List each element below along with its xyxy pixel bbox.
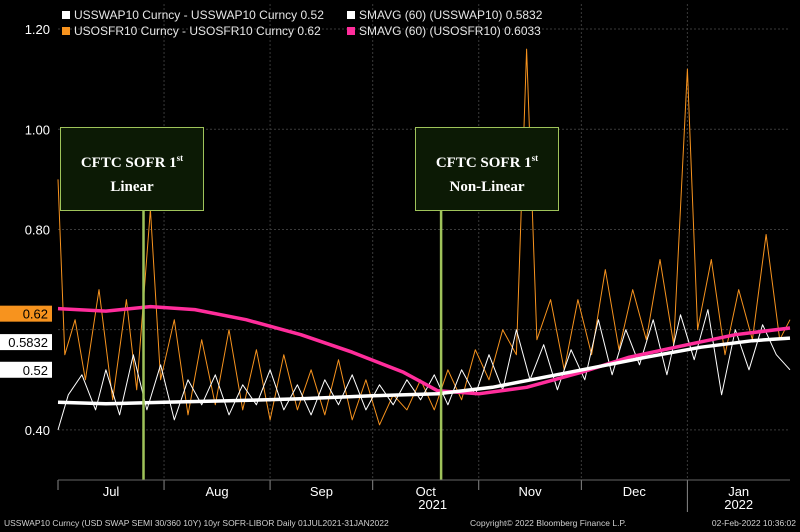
y-tick-label: 1.00 [25, 122, 50, 137]
legend-row: USSWAP10 Curncy - USSWAP10 Curncy 0.52 S… [62, 7, 542, 23]
x-tick-label: Jul [103, 484, 120, 499]
series-line-smavg-60-usosfr10 [57, 304, 791, 396]
footer-timestamp: 02-Feb-2022 10:36:02 [711, 518, 796, 528]
x-tick-label: Oct [416, 484, 437, 499]
value-tag-label: 0.52 [23, 363, 48, 378]
series-line-usswap10-curncy-usswap10-curncy [57, 309, 791, 431]
x-tick-label: Nov [518, 484, 542, 499]
chart-series-layer [57, 48, 791, 431]
x-tick-label: Dec [623, 484, 647, 499]
x-year-label: 2021 [418, 497, 447, 512]
value-tag [0, 334, 52, 351]
callout-subtitle: Non-Linear [449, 179, 525, 195]
chart-legend: USSWAP10 Curncy - USSWAP10 Curncy 0.52 S… [62, 7, 542, 39]
legend-swatch [62, 27, 70, 35]
footer-copyright: Copyright© 2022 Bloomberg Finance L.P. [470, 518, 627, 528]
x-axis: Jul Aug Sep Oct Nov Dec Jan 2021 2022 [57, 479, 790, 512]
legend-swatch [347, 27, 355, 35]
y-axis: 0.40 0.80 1.00 1.20 [25, 22, 50, 438]
x-tick-label: Jan [728, 484, 749, 499]
legend-row: USOSFR10 Curncy - USOSFR10 Curncy 0.62 S… [62, 23, 542, 39]
x-tick-label: Sep [310, 484, 333, 499]
y-tick-label: 0.40 [25, 423, 50, 438]
legend-item-smavg-usswap10: SMAVG (60) (USSWAP10) 0.5832 [347, 7, 542, 23]
legend-swatch [347, 11, 355, 19]
callout-title: CFTC SOFR 1st [80, 153, 184, 171]
callout-non-linear: CFTC SOFR 1st Non-Linear [415, 127, 559, 211]
x-tick-label: Aug [205, 484, 228, 499]
legend-label: SMAVG (60) (USOSFR10) 0.6033 [359, 24, 541, 38]
y-tick-label: 0.80 [25, 222, 50, 237]
value-tag [0, 305, 52, 322]
x-year-label: 2022 [724, 497, 753, 512]
legend-item-smavg-usosfr10: SMAVG (60) (USOSFR10) 0.6033 [347, 23, 541, 39]
y-tick-label: 1.20 [25, 22, 50, 37]
series-line-smavg-60-usswap10 [57, 336, 791, 406]
value-tag [0, 361, 52, 378]
value-tag-label: 0.5832 [8, 335, 48, 350]
event-lines [142, 211, 443, 480]
footer-description: USSWAP10 Curncy (USD SWAP SEMI 30/360 10… [4, 518, 389, 528]
callout-linear: CFTC SOFR 1st Linear [60, 127, 204, 211]
legend-label: SMAVG (60) (USSWAP10) 0.5832 [359, 8, 543, 22]
value-tags: 0.62 0.5832 0.52 [0, 305, 52, 378]
callout-subtitle: Linear [110, 179, 154, 195]
legend-label: USOSFR10 Curncy - USOSFR10 Curncy 0.62 [74, 24, 321, 38]
legend-item-usswap10: USSWAP10 Curncy - USSWAP10 Curncy 0.52 [62, 7, 347, 23]
legend-label: USSWAP10 Curncy - USSWAP10 Curncy 0.52 [74, 8, 324, 22]
value-tag-label: 0.62 [23, 307, 48, 322]
legend-swatch [62, 11, 70, 19]
legend-item-usosfr10: USOSFR10 Curncy - USOSFR10 Curncy 0.62 [62, 23, 347, 39]
callout-title: CFTC SOFR 1st [435, 153, 539, 171]
chart-footer: USSWAP10 Curncy (USD SWAP SEMI 30/360 10… [0, 514, 800, 532]
